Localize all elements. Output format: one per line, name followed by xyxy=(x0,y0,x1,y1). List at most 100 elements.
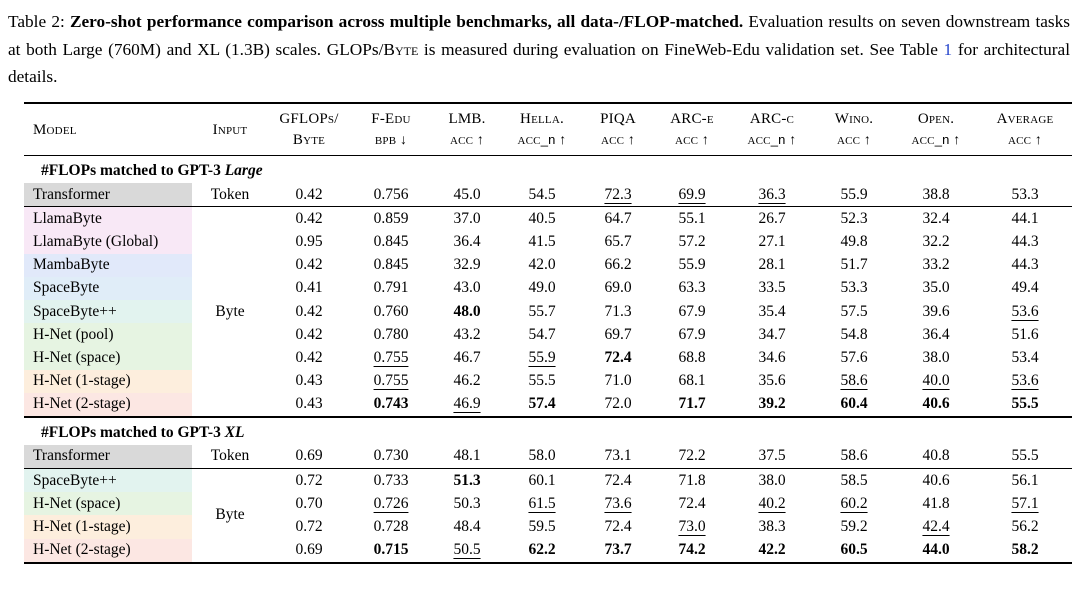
value-cell: 0.755 xyxy=(350,346,432,370)
value-cell: 0.756 xyxy=(350,183,432,207)
value-cell: 41.5 xyxy=(502,230,582,254)
model-cell: H-Net (2-stage) xyxy=(24,538,192,563)
value-cell: 44.1 xyxy=(978,206,1072,231)
value-cell: 73.6 xyxy=(582,492,654,516)
value-cell: 34.7 xyxy=(730,323,814,347)
value-cell: 69.0 xyxy=(582,276,654,300)
value-cell: 43.2 xyxy=(432,323,502,347)
value-cell: 73.7 xyxy=(582,538,654,563)
value-cell: 0.715 xyxy=(350,538,432,563)
col-header-piqa: PIQA acc ↑ xyxy=(600,111,636,149)
section-header-row: #FLOPs matched to GPT-3 Large xyxy=(24,156,1072,184)
caption-text: for architectural details. xyxy=(8,39,1070,87)
value-cell: 55.5 xyxy=(978,392,1072,417)
value-cell: 0.780 xyxy=(350,323,432,347)
value-cell: 32.9 xyxy=(432,253,502,277)
value-cell: 40.6 xyxy=(894,468,978,493)
input-cell: Token xyxy=(192,444,268,469)
model-cell: SpaceByte++ xyxy=(24,468,192,493)
value-cell: 0.743 xyxy=(350,392,432,417)
model-cell: LlamaByte (Global) xyxy=(24,230,192,254)
section-title: #FLOPs matched to GPT-3 XL xyxy=(24,415,1072,445)
header-row: Model Input GFLOPs/Byte F-Edu bpb ↓ LMB. acc ↑… xyxy=(24,103,1072,156)
value-cell: 0.41 xyxy=(268,276,350,300)
caption-byte-smallcaps: Byte xyxy=(383,39,419,59)
table-row: H-Net (1-stage) 0.43 0.755 46.2 55.5 71.0 68.1… xyxy=(24,369,1072,393)
col-header-model: Model xyxy=(33,121,77,138)
table-row: H-Net (2-stage) 0.69 0.715 50.5 62.2 73.7 74.2… xyxy=(24,538,1072,563)
value-cell: 0.791 xyxy=(350,276,432,300)
value-cell: 51.6 xyxy=(978,323,1072,347)
value-cell: 49.8 xyxy=(814,230,894,254)
value-cell: 39.2 xyxy=(730,392,814,417)
value-cell: 58.2 xyxy=(978,538,1072,563)
value-cell: 49.4 xyxy=(978,276,1072,300)
input-cell: Byte xyxy=(192,206,268,417)
table-row: MambaByte 0.42 0.845 32.9 42.0 66.2 55.9 28.1 51… xyxy=(24,253,1072,277)
value-cell: 0.43 xyxy=(268,369,350,393)
value-cell: 49.0 xyxy=(502,276,582,300)
value-cell: 0.760 xyxy=(350,299,432,324)
caption-text: Evaluation results on seven downstream t… xyxy=(8,12,1071,59)
value-cell: 59.5 xyxy=(502,515,582,539)
model-cell: Transformer xyxy=(24,183,192,207)
value-cell: 45.0 xyxy=(432,183,502,207)
value-cell: 53.6 xyxy=(978,299,1072,324)
value-cell: 40.0 xyxy=(894,369,978,393)
value-cell: 36.4 xyxy=(432,230,502,254)
value-cell: 46.9 xyxy=(432,392,502,417)
value-cell: 69.9 xyxy=(654,183,730,207)
section-title-text: #FLOPs matched to GPT-3 xyxy=(41,162,225,180)
col-header-f-edu: F-Edu bpb ↓ xyxy=(371,111,411,149)
value-cell: 40.6 xyxy=(894,392,978,417)
value-cell: 62.2 xyxy=(502,538,582,563)
value-cell: 60.5 xyxy=(814,538,894,563)
model-cell: SpaceByte++ xyxy=(24,299,192,324)
col-header-lmb: LMB. acc ↑ xyxy=(448,111,486,149)
value-cell: 72.4 xyxy=(582,346,654,370)
value-cell: 72.4 xyxy=(654,492,730,516)
value-cell: 37.5 xyxy=(730,444,814,469)
value-cell: 0.72 xyxy=(268,468,350,493)
value-cell: 71.8 xyxy=(654,468,730,493)
value-cell: 33.2 xyxy=(894,253,978,277)
model-cell: H-Net (2-stage) xyxy=(24,392,192,417)
value-cell: 0.845 xyxy=(350,230,432,254)
table-row: H-Net (pool) 0.42 0.780 43.2 54.7 69.7 67.9 34.… xyxy=(24,323,1072,347)
value-cell: 0.755 xyxy=(350,369,432,393)
model-cell: H-Net (1-stage) xyxy=(24,369,192,393)
value-cell: 51.3 xyxy=(432,468,502,493)
value-cell: 53.3 xyxy=(814,276,894,300)
value-cell: 53.6 xyxy=(978,369,1072,393)
col-header-gflops: GFLOPs/Byte xyxy=(279,111,339,149)
value-cell: 34.6 xyxy=(730,346,814,370)
value-cell: 51.7 xyxy=(814,253,894,277)
value-cell: 0.42 xyxy=(268,253,350,277)
section-title-text: #FLOPs matched to GPT-3 xyxy=(41,423,225,441)
value-cell: 65.7 xyxy=(582,230,654,254)
value-cell: 0.95 xyxy=(268,230,350,254)
value-cell: 48.0 xyxy=(432,299,502,324)
value-cell: 42.0 xyxy=(502,253,582,277)
value-cell: 35.0 xyxy=(894,276,978,300)
table-1-link[interactable]: 1 xyxy=(943,39,953,59)
model-cell: H-Net (space) xyxy=(24,346,192,370)
table-row: LlamaByte Byte 0.42 0.859 37.0 40.5 64.7 55.1 26… xyxy=(24,206,1072,417)
value-cell: 38.3 xyxy=(730,515,814,539)
value-cell: 44.3 xyxy=(978,253,1072,277)
table-row: H-Net (2-stage) 0.43 0.743 46.9 57.4 72.0 71.7… xyxy=(24,392,1072,417)
value-cell: 55.1 xyxy=(654,206,730,231)
section-title-scale: XL xyxy=(224,423,245,441)
value-cell: 72.0 xyxy=(582,392,654,417)
value-cell: 61.5 xyxy=(502,492,582,516)
value-cell: 46.7 xyxy=(432,346,502,370)
results-table: Model Input GFLOPs/Byte F-Edu bpb ↓ LMB. acc ↑… xyxy=(24,102,1072,564)
table-caption: Table 2: Zero-shot performance compariso… xyxy=(8,8,1070,91)
value-cell: 55.5 xyxy=(502,369,582,393)
value-cell: 40.2 xyxy=(730,492,814,516)
value-cell: 0.69 xyxy=(268,538,350,563)
table-header: Model Input GFLOPs/Byte F-Edu bpb ↓ LMB. acc ↑… xyxy=(24,103,1072,156)
value-cell: 40.8 xyxy=(894,444,978,469)
value-cell: 50.5 xyxy=(432,538,502,563)
